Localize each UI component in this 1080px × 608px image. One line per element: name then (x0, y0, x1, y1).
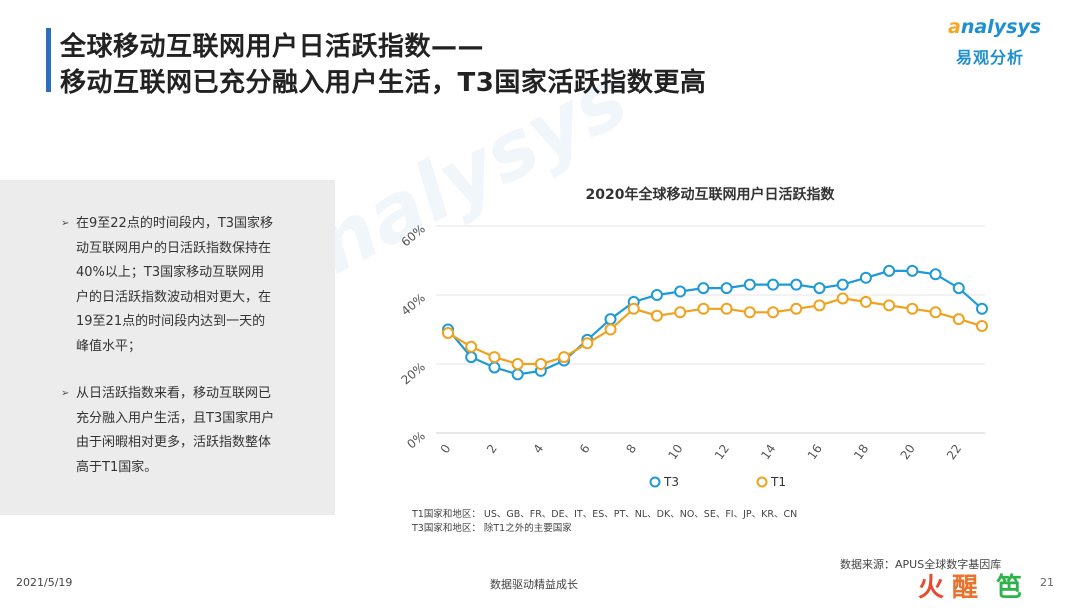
note-t1-countries: T1国家和地区： US、GB、FR、DE、IT、ES、PT、NL、DK、NO、S… (412, 509, 798, 520)
data-point-t1 (976, 320, 988, 333)
data-point-t1 (465, 340, 478, 353)
data-point-t1 (767, 306, 780, 319)
data-point-t1 (627, 302, 640, 315)
footer-slogan: 数据驱动精益成长 (490, 578, 578, 591)
data-point-t1 (883, 299, 896, 312)
data-point-t3 (743, 278, 756, 291)
data-point-t1 (511, 358, 524, 370)
data-point-t1 (442, 326, 454, 339)
data-point-t1 (604, 323, 617, 336)
data-point-t1 (906, 302, 919, 315)
note-t3-countries: T3国家和地区： 除T1之外的主要国家 (412, 523, 572, 534)
stamp-char-2: 醒 (952, 573, 979, 603)
title-accent-bar (46, 28, 51, 92)
x-tick-label: 14 (758, 442, 778, 463)
y-tick-label: 0% (404, 429, 428, 452)
data-point-t3 (813, 282, 826, 295)
y-tick-label: 60% (398, 222, 427, 250)
chart-title: 2020年全球移动互联网用户日活跃指数 (585, 187, 835, 203)
data-point-t1 (581, 337, 594, 350)
data-point-t3 (650, 289, 663, 301)
x-tick-label: 8 (623, 442, 639, 456)
data-point-t1 (859, 295, 872, 308)
arrow-bullet-icon: ➢ (61, 388, 70, 399)
watermark-stamp: 火 醒 笆 (918, 572, 1058, 606)
data-point-t1 (650, 309, 663, 322)
page-title-line2: 移动互联网已充分融入用户生活，T3国家活跃指数更高 (60, 68, 707, 98)
data-point-t1 (929, 306, 942, 319)
data-point-t3 (465, 351, 478, 364)
stamp-char-3: 笆 (996, 573, 1023, 603)
data-point-t3 (604, 313, 617, 326)
x-tick-label: 4 (530, 442, 546, 456)
x-tick-label: 0 (438, 442, 454, 456)
legend-marker-t1 (756, 476, 768, 488)
data-point-t3 (836, 278, 849, 291)
analysys-logo: analysys 易观分析 (948, 16, 1052, 72)
y-tick-label: 20% (398, 360, 427, 388)
page-title-line1: 全球移动互联网用户日活跃指数—— (60, 32, 485, 62)
x-tick-label: 10 (665, 442, 685, 463)
data-point-t3 (906, 264, 919, 277)
data-point-t1 (743, 306, 756, 319)
legend-label-t1: T1 (770, 475, 786, 489)
data-point-t3 (767, 278, 780, 291)
data-point-t1 (674, 306, 687, 319)
data-source: 数据来源：APUS全球数字基因库 (840, 558, 1002, 571)
x-tick-label: 6 (577, 442, 593, 456)
x-tick-label: 12 (712, 442, 732, 463)
legend-marker-t3 (649, 476, 661, 488)
x-tick-label: 2 (484, 442, 500, 456)
data-point-t1 (813, 299, 826, 312)
data-point-t1 (952, 313, 965, 326)
data-point-t3 (929, 268, 942, 281)
x-tick-label: 18 (851, 442, 871, 463)
bullet-point-1: ➢ 在9至22点的时间段内，T3国家移动互联网用户的日活跃指数保持在40%以上；… (61, 212, 276, 359)
data-point-t3 (674, 285, 687, 298)
series-line-t3 (447, 269, 983, 376)
logo-english: analysys (948, 16, 1042, 38)
data-point-t3 (883, 264, 896, 277)
x-tick-label: 22 (944, 442, 964, 463)
data-point-t3 (859, 271, 872, 284)
data-point-t1 (790, 302, 803, 315)
y-tick-label: 40% (398, 291, 427, 319)
summary-panel (0, 180, 335, 515)
legend-label-t3: T3 (663, 475, 679, 489)
data-point-t1 (534, 358, 547, 370)
arrow-bullet-icon: ➢ (61, 218, 70, 229)
data-point-t1 (488, 351, 501, 364)
data-point-t3 (697, 282, 710, 295)
data-point-t1 (558, 351, 571, 364)
x-tick-label: 20 (898, 442, 918, 463)
data-point-t3 (511, 368, 524, 381)
data-point-t3 (790, 278, 803, 291)
data-point-t3 (488, 361, 501, 374)
stamp-char-1: 火 (918, 573, 945, 603)
data-point-t3 (720, 282, 733, 295)
data-point-t1 (720, 302, 733, 315)
logo-chinese: 易观分析 (956, 48, 1025, 67)
x-tick-label: 16 (805, 442, 825, 463)
series-line-t1 (447, 297, 983, 366)
data-point-t1 (697, 302, 710, 315)
data-point-t3 (952, 282, 965, 295)
page-number: 21 (1040, 576, 1054, 589)
data-point-t3 (976, 302, 988, 315)
bullet-point-2: ➢ 从日活跃指数来看，移动互联网已充分融入用户生活，且T3国家用户由于闲暇相对更… (61, 382, 276, 480)
data-point-t1 (836, 292, 849, 305)
footer-date: 2021/5/19 (16, 576, 73, 589)
